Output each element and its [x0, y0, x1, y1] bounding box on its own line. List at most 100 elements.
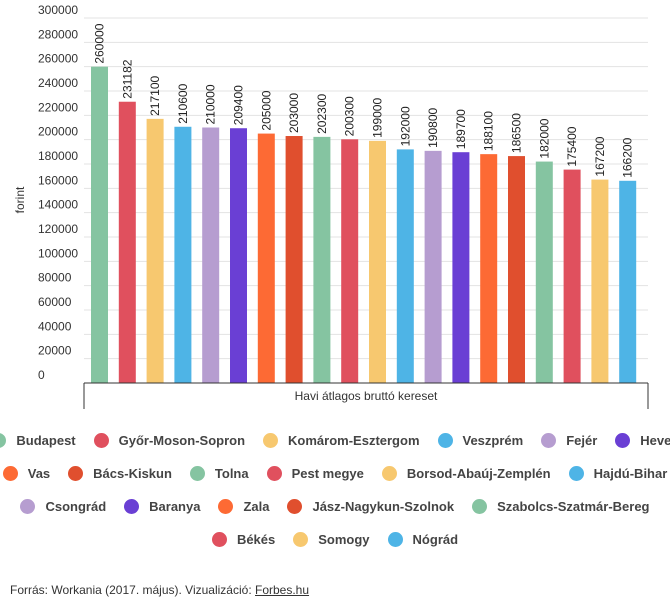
legend-dot-icon — [263, 433, 279, 448]
legend-label: Hajdú-Bihar — [593, 466, 668, 481]
y-tick-label: 240000 — [38, 76, 78, 90]
legend-item[interactable]: Győr-Moson-Sopron — [93, 433, 245, 448]
legend-dot-icon — [211, 532, 227, 547]
forbes-link[interactable]: Forbes.hu — [255, 583, 310, 597]
bar-value-label: 190800 — [426, 107, 440, 147]
legend-item[interactable]: Tolna — [189, 466, 249, 481]
legend-item[interactable]: Zala — [218, 499, 269, 514]
chart-bars — [91, 66, 637, 384]
bar-6 — [230, 128, 247, 383]
bar-value-label: 260000 — [93, 23, 107, 63]
bar-value-label: 188100 — [482, 111, 496, 151]
legend-item[interactable]: Pest megye — [266, 466, 364, 481]
legend-row: Békés Somogy Nógrád — [0, 523, 670, 556]
legend-label: Tolna — [214, 466, 249, 481]
y-axis-title: forint — [13, 186, 27, 213]
y-tick-label: 80000 — [38, 271, 72, 285]
bar-11 — [369, 140, 386, 383]
legend-item[interactable]: Budapest — [0, 433, 76, 448]
bar-4 — [174, 126, 192, 384]
bar-10 — [341, 139, 359, 383]
bar-value-label: 210600 — [176, 83, 190, 123]
legend-label: Nógrád — [412, 532, 459, 547]
bar-3 — [146, 118, 164, 383]
legend-item[interactable]: Nógrád — [387, 532, 459, 547]
legend-item[interactable]: Vas — [2, 466, 50, 481]
legend-label: Pest megye — [291, 466, 364, 481]
y-tick-label: 260000 — [38, 52, 78, 66]
legend-item[interactable]: Heves — [615, 433, 670, 448]
legend-dot-icon — [218, 499, 234, 514]
legend-label: Szabolcs-Szatmár-Bereg — [497, 499, 650, 514]
y-tick-label: 60000 — [38, 295, 72, 309]
legend-item[interactable]: Fejér — [541, 433, 597, 448]
bar-17 — [535, 161, 553, 383]
legend-item[interactable]: Borsod-Abaúj-Zemplén — [381, 466, 551, 481]
legend-dot-icon — [124, 499, 140, 514]
bar-value-label: 189700 — [454, 109, 468, 149]
legend-label: Bács-Kiskun — [93, 466, 172, 481]
legend-label: Budapest — [16, 433, 76, 448]
legend-dot-icon — [287, 499, 303, 514]
legend-item[interactable]: Hajdú-Bihar — [568, 466, 668, 481]
legend-dot-icon — [472, 499, 488, 514]
legend-item[interactable]: Baranya — [124, 499, 200, 514]
y-tick-label: 0 — [38, 368, 45, 382]
legend-dot-icon — [381, 466, 397, 481]
legend-item[interactable]: Bács-Kiskun — [68, 466, 172, 481]
bar-5 — [202, 127, 220, 383]
legend-label: Jász-Nagykun-Szolnok — [312, 499, 455, 514]
y-tick-label: 220000 — [38, 100, 78, 114]
bar-15 — [480, 154, 498, 383]
bar-value-label: 205000 — [259, 90, 273, 130]
bar-value-label: 217100 — [148, 75, 162, 115]
bar-19 — [591, 179, 609, 383]
y-tick-label: 280000 — [38, 27, 78, 41]
chart-gridlines — [84, 17, 648, 384]
bar-16 — [508, 156, 525, 383]
bar-14 — [452, 152, 470, 383]
y-tick-label: 120000 — [38, 222, 78, 236]
bar-value-label: 167200 — [593, 136, 607, 176]
bar-value-label: 175400 — [565, 126, 579, 166]
legend-item[interactable]: Komárom-Esztergom — [263, 433, 420, 448]
legend-item[interactable]: Békés — [211, 532, 275, 547]
legend-item[interactable]: Jász-Nagykun-Szolnok — [287, 499, 454, 514]
bar-data-labels: 260000 231182 217100 210600 210000 209400 2050… — [93, 23, 635, 177]
legend-dot-icon — [0, 433, 7, 448]
y-tick-label: 40000 — [38, 319, 72, 333]
legend-label: Baranya — [149, 499, 201, 514]
legend-dot-icon — [266, 466, 282, 481]
legend-item[interactable]: Csongrád — [20, 499, 106, 514]
bar-value-label: 202300 — [315, 93, 329, 133]
y-tick-label: 200000 — [38, 125, 78, 139]
legend-dot-icon — [615, 433, 631, 448]
legend-row: Vas Bács-Kiskun Tolna Pest megye Borsod-Abaú… — [0, 457, 670, 490]
legend-label: Zala — [243, 499, 270, 514]
bar-2 — [118, 101, 136, 383]
legend-dot-icon — [20, 499, 36, 514]
bar-13 — [424, 150, 442, 383]
bar-value-label: 231182 — [120, 59, 134, 98]
bar-value-label: 210000 — [204, 84, 218, 124]
legend-dot-icon — [568, 466, 584, 481]
bar-9 — [313, 136, 331, 383]
legend-item[interactable]: Szabolcs-Szatmár-Bereg — [472, 499, 650, 514]
legend-dot-icon — [541, 433, 557, 448]
bar-chart: 0 20000 40000 60000 80000 100000 120000 140000 1… — [13, 3, 649, 409]
legend-dot-icon — [2, 466, 18, 481]
bar-value-label: 209400 — [232, 85, 246, 125]
bar-20 — [619, 180, 637, 383]
legend-dot-icon — [387, 532, 403, 547]
legend-dot-icon — [437, 433, 453, 448]
y-tick-label: 100000 — [38, 246, 78, 260]
legend-label: Csongrád — [45, 499, 107, 514]
legend-label: Heves — [640, 433, 670, 448]
legend-item[interactable]: Somogy — [293, 532, 370, 547]
legend-item[interactable]: Veszprém — [437, 433, 523, 448]
bar-7 — [257, 133, 275, 383]
bar-value-label: 182000 — [537, 118, 551, 158]
source-footer: Forrás: Workania (2017. május). Vizualiz… — [10, 583, 309, 597]
legend-label: Borsod-Abaúj-Zemplén — [406, 466, 551, 481]
legend-dot-icon — [93, 433, 109, 448]
